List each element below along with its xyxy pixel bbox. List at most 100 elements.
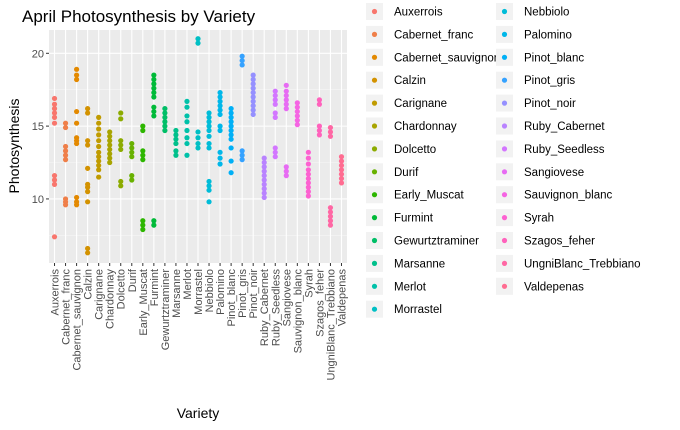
data-point: [283, 88, 289, 94]
legend-swatch: [501, 31, 508, 37]
data-point: [217, 103, 223, 109]
data-point: [151, 94, 157, 100]
data-point: [73, 120, 80, 126]
data-point: [51, 234, 58, 240]
x-tick-label: Morrastel: [193, 269, 205, 315]
data-point: [51, 110, 58, 116]
data-points: [51, 36, 345, 256]
data-point: [250, 90, 256, 96]
data-point: [206, 145, 212, 151]
data-point: [272, 114, 278, 120]
y-tick-label: 10: [32, 194, 44, 206]
data-point: [107, 142, 113, 148]
data-point: [162, 114, 168, 120]
legend-swatch: [371, 283, 378, 289]
data-point: [184, 98, 190, 104]
data-point: [151, 90, 157, 96]
data-point: [195, 129, 201, 135]
data-point: [294, 122, 300, 128]
data-point: [294, 100, 300, 106]
data-point: [239, 157, 245, 163]
legend-label: Syrah: [524, 213, 554, 225]
data-point: [228, 106, 234, 112]
legend-swatch: [501, 8, 508, 15]
data-point: [96, 154, 102, 160]
x-tick-label: Auxerrois: [50, 269, 62, 316]
data-point: [96, 138, 102, 144]
data-point: [184, 127, 190, 134]
data-point: [184, 113, 190, 119]
data-point: [316, 123, 323, 129]
legend-swatch: [371, 306, 378, 312]
data-point: [305, 149, 311, 155]
x-tick-label: Szagos_feher: [314, 269, 326, 337]
data-point: [327, 222, 334, 228]
x-tick-label: Dolcetto: [116, 269, 128, 309]
legend-swatch: [371, 54, 378, 60]
x-tick-label: UngniBlanc_Trebbiano: [325, 269, 337, 381]
data-point: [129, 173, 135, 179]
x-tick-label: Pinot_noir: [248, 269, 260, 319]
data-point: [85, 142, 91, 148]
data-point: [162, 127, 168, 134]
legend-label: UngniBlanc_Trebbiano: [524, 258, 641, 270]
legend-label: Gewurtztraminer: [394, 236, 479, 248]
data-point: [239, 62, 245, 68]
data-point: [140, 127, 146, 134]
data-point: [73, 194, 80, 201]
legend-swatch: [371, 169, 378, 175]
legend-swatch: [371, 192, 378, 198]
data-point: [239, 148, 245, 154]
data-point: [140, 218, 146, 224]
data-point: [316, 132, 323, 138]
data-point: [272, 154, 278, 160]
y-tick-label: 20: [32, 48, 44, 60]
data-point: [305, 155, 311, 161]
data-point: [96, 162, 102, 169]
data-point: [206, 133, 212, 139]
data-point: [118, 138, 124, 144]
data-point: [316, 127, 323, 134]
data-point: [338, 158, 345, 164]
data-point: [62, 143, 69, 150]
data-point: [283, 82, 289, 88]
data-point: [73, 202, 80, 208]
data-point: [51, 181, 58, 187]
data-point: [118, 183, 124, 189]
data-point: [217, 111, 223, 118]
data-point: [195, 36, 201, 42]
legend-label: Merlot: [394, 281, 427, 293]
data-point: [338, 175, 345, 182]
data-point: [62, 152, 69, 158]
legend-label: Nebbiolo: [524, 7, 569, 19]
data-point: [118, 146, 124, 153]
legend-swatch: [501, 192, 508, 198]
data-point: [140, 222, 146, 228]
legend-swatch: [501, 237, 508, 244]
data-point: [272, 149, 278, 155]
chart-title: April Photosynthesis by Variety: [22, 7, 256, 26]
data-point: [107, 155, 113, 161]
data-point: [96, 126, 102, 132]
data-point: [261, 155, 267, 161]
legend-label: Marsanne: [394, 258, 445, 270]
data-point: [107, 159, 113, 166]
legend-label: Valdepenas: [524, 281, 584, 293]
data-point: [162, 106, 168, 112]
data-point: [305, 161, 311, 167]
data-point: [239, 57, 245, 64]
legend-label: Cabernet_sauvignon: [394, 52, 500, 64]
data-point: [217, 161, 223, 167]
data-point: [338, 154, 345, 160]
data-point: [228, 145, 234, 151]
data-point: [283, 164, 289, 170]
data-point: [206, 183, 212, 189]
data-point: [51, 114, 58, 120]
data-point: [250, 107, 256, 113]
data-point: [51, 101, 58, 107]
data-point: [96, 114, 102, 120]
legend-label: Ruby_Cabernet: [524, 121, 605, 133]
data-point: [151, 104, 157, 110]
data-point: [217, 127, 223, 134]
legend-label: Early_Muscat: [394, 190, 464, 202]
